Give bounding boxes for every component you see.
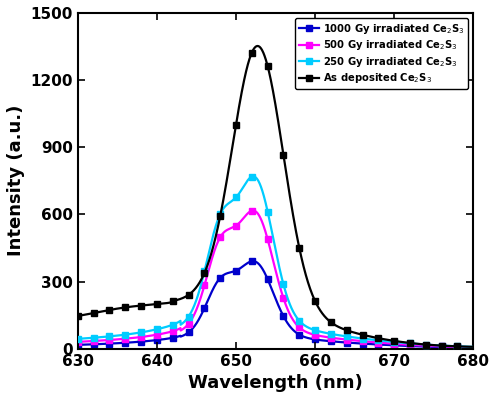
As deposited Ce$_2$S$_3$ bbox=[75, 314, 81, 318]
500 Gy irradiated Ce$_2$S$_3$ bbox=[470, 345, 476, 350]
1000 Gy irradiated Ce$_2$S$_3$ bbox=[95, 342, 101, 346]
1000 Gy irradiated Ce$_2$S$_3$ bbox=[470, 346, 476, 350]
As deposited Ce$_2$S$_3$ bbox=[386, 338, 392, 342]
500 Gy irradiated Ce$_2$S$_3$ bbox=[95, 338, 101, 343]
250 Gy irradiated Ce$_2$S$_3$ bbox=[95, 335, 101, 340]
250 Gy irradiated Ce$_2$S$_3$ bbox=[459, 344, 465, 349]
Y-axis label: Intensity (a.u.): Intensity (a.u.) bbox=[7, 105, 25, 257]
As deposited Ce$_2$S$_3$ bbox=[470, 344, 476, 349]
As deposited Ce$_2$S$_3$ bbox=[267, 75, 273, 79]
500 Gy irradiated Ce$_2$S$_3$ bbox=[459, 345, 465, 350]
250 Gy irradiated Ce$_2$S$_3$ bbox=[459, 344, 465, 349]
X-axis label: Wavelength (nm): Wavelength (nm) bbox=[188, 374, 363, 392]
As deposited Ce$_2$S$_3$ bbox=[257, 45, 263, 49]
250 Gy irradiated Ce$_2$S$_3$ bbox=[267, 221, 273, 226]
250 Gy irradiated Ce$_2$S$_3$ bbox=[470, 344, 476, 349]
Line: As deposited Ce$_2$S$_3$: As deposited Ce$_2$S$_3$ bbox=[75, 43, 476, 350]
1000 Gy irradiated Ce$_2$S$_3$ bbox=[257, 263, 263, 267]
1000 Gy irradiated Ce$_2$S$_3$ bbox=[386, 343, 392, 348]
250 Gy irradiated Ce$_2$S$_3$ bbox=[257, 182, 263, 186]
1000 Gy irradiated Ce$_2$S$_3$ bbox=[267, 283, 273, 288]
250 Gy irradiated Ce$_2$S$_3$ bbox=[386, 339, 392, 344]
As deposited Ce$_2$S$_3$ bbox=[254, 43, 260, 48]
1000 Gy irradiated Ce$_2$S$_3$ bbox=[459, 345, 465, 350]
500 Gy irradiated Ce$_2$S$_3$ bbox=[267, 247, 273, 251]
250 Gy irradiated Ce$_2$S$_3$ bbox=[250, 174, 256, 179]
250 Gy irradiated Ce$_2$S$_3$ bbox=[75, 336, 81, 341]
Line: 250 Gy irradiated Ce$_2$S$_3$: 250 Gy irradiated Ce$_2$S$_3$ bbox=[75, 174, 476, 350]
As deposited Ce$_2$S$_3$ bbox=[459, 344, 465, 349]
500 Gy irradiated Ce$_2$S$_3$ bbox=[250, 208, 256, 213]
Legend: 1000 Gy irradiated Ce$_2$S$_3$, 500 Gy irradiated Ce$_2$S$_3$, 250 Gy irradiated: 1000 Gy irradiated Ce$_2$S$_3$, 500 Gy i… bbox=[295, 18, 468, 89]
Line: 1000 Gy irradiated Ce$_2$S$_3$: 1000 Gy irradiated Ce$_2$S$_3$ bbox=[75, 259, 476, 351]
500 Gy irradiated Ce$_2$S$_3$ bbox=[386, 341, 392, 346]
Line: 500 Gy irradiated Ce$_2$S$_3$: 500 Gy irradiated Ce$_2$S$_3$ bbox=[75, 208, 476, 350]
500 Gy irradiated Ce$_2$S$_3$ bbox=[459, 345, 465, 350]
1000 Gy irradiated Ce$_2$S$_3$ bbox=[459, 345, 465, 350]
500 Gy irradiated Ce$_2$S$_3$ bbox=[75, 340, 81, 344]
As deposited Ce$_2$S$_3$ bbox=[95, 310, 101, 314]
1000 Gy irradiated Ce$_2$S$_3$ bbox=[75, 342, 81, 347]
As deposited Ce$_2$S$_3$ bbox=[459, 344, 465, 349]
1000 Gy irradiated Ce$_2$S$_3$ bbox=[250, 259, 256, 264]
500 Gy irradiated Ce$_2$S$_3$ bbox=[257, 214, 263, 219]
